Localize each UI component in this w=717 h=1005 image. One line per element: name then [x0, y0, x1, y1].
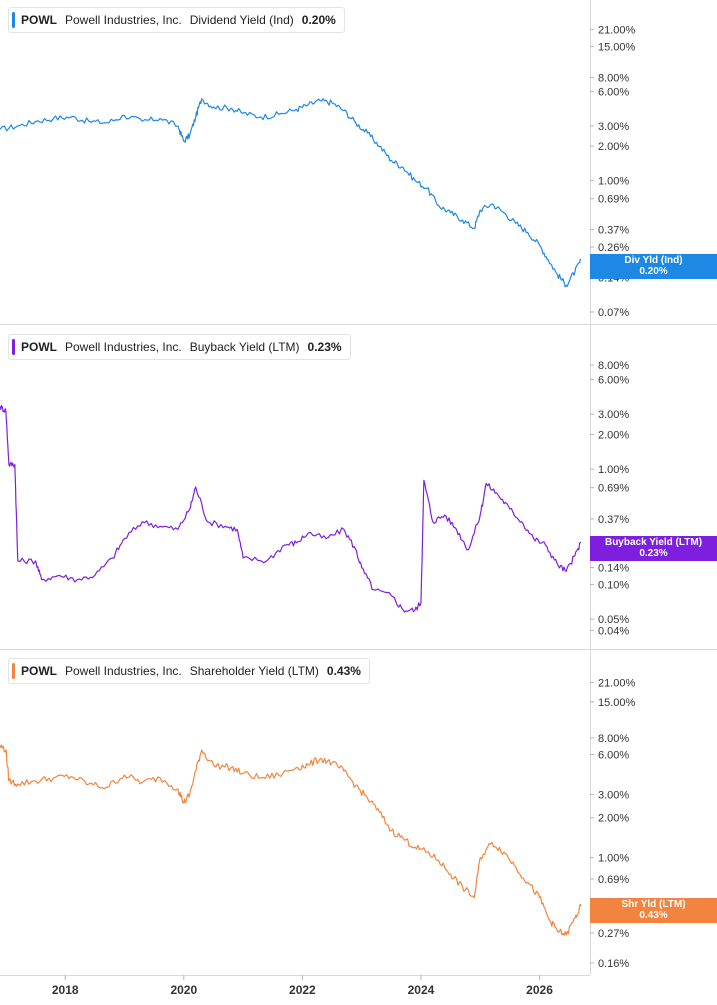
current-value-tag-shareholder: Shr Yld (LTM) 0.43%	[590, 898, 717, 923]
y-tick-label: 0.16%	[598, 958, 629, 970]
y-tick-label: 2.00%	[598, 429, 629, 441]
y-tick-label: 0.07%	[598, 307, 629, 319]
y-tick-label: 6.00%	[598, 750, 629, 762]
legend-metric: Shareholder Yield (LTM)	[189, 664, 319, 678]
y-tick-label: 1.00%	[598, 853, 629, 865]
y-tick-label: 6.00%	[598, 374, 629, 386]
y-tick-label: 1.00%	[598, 464, 629, 476]
y-tick-label: 21.00%	[598, 678, 636, 690]
tag-label: Buyback Yield (LTM)	[604, 537, 703, 548]
tag-value: 0.20%	[639, 266, 668, 277]
legend-value: 0.43%	[326, 664, 361, 678]
legend-color-bar	[12, 12, 15, 28]
y-tick-label: 0.10%	[598, 579, 629, 591]
series-line	[0, 405, 582, 613]
legend-metric: Buyback Yield (LTM)	[189, 340, 300, 354]
legend-metric: Dividend Yield (Ind)	[189, 13, 294, 27]
y-tick-label: 15.00%	[598, 697, 636, 709]
legend-ticker: POWL	[21, 13, 57, 27]
series-line	[0, 744, 582, 936]
tag-label: Shr Yld (LTM)	[621, 899, 686, 910]
legend-buyback-yield: POWL Powell Industries, Inc. Buyback Yie…	[8, 334, 351, 360]
legend-color-bar	[12, 339, 15, 355]
x-tick-label: 2024	[408, 983, 435, 997]
y-tick-label: 3.00%	[598, 121, 629, 133]
y-tick-label: 2.00%	[598, 813, 629, 825]
legend-ticker: POWL	[21, 340, 57, 354]
y-tick-label: 8.00%	[598, 360, 629, 372]
tag-value: 0.43%	[639, 910, 668, 921]
tag-label: Div Yld (Ind)	[624, 255, 683, 266]
tag-value: 0.23%	[639, 548, 668, 559]
current-value-tag-buyback: Buyback Yield (LTM) 0.23%	[590, 536, 717, 561]
x-tick-label: 2020	[170, 983, 197, 997]
y-tick-label: 2.00%	[598, 141, 629, 153]
legend-company: Powell Industries, Inc.	[65, 13, 182, 27]
legend-value: 0.23%	[307, 340, 342, 354]
y-tick-label: 0.26%	[598, 242, 629, 254]
y-tick-label: 0.69%	[598, 874, 629, 886]
y-tick-label: 8.00%	[598, 733, 629, 745]
legend-value: 0.20%	[301, 13, 336, 27]
y-tick-label: 0.37%	[598, 225, 629, 237]
legend-ticker: POWL	[21, 664, 57, 678]
y-tick-label: 1.00%	[598, 175, 629, 187]
legend-company: Powell Industries, Inc.	[65, 340, 182, 354]
legend-shareholder-yield: POWL Powell Industries, Inc. Shareholder…	[8, 658, 370, 684]
legend-company: Powell Industries, Inc.	[65, 664, 182, 678]
y-tick-label: 8.00%	[598, 72, 629, 84]
y-tick-label: 15.00%	[598, 41, 636, 53]
current-value-tag-dividend: Div Yld (Ind) 0.20%	[590, 254, 717, 279]
y-tick-label: 0.69%	[598, 483, 629, 495]
x-tick-label: 2026	[526, 983, 553, 997]
legend-color-bar	[12, 663, 15, 679]
series-line	[0, 98, 582, 288]
y-tick-label: 3.00%	[598, 789, 629, 801]
y-tick-label: 0.37%	[598, 514, 629, 526]
y-tick-label: 21.00%	[598, 25, 636, 37]
y-tick-label: 0.14%	[598, 563, 629, 575]
y-tick-label: 3.00%	[598, 409, 629, 421]
y-tick-label: 0.05%	[598, 614, 629, 626]
y-tick-label: 6.00%	[598, 87, 629, 99]
y-tick-label: 0.69%	[598, 194, 629, 206]
legend-dividend-yield: POWL Powell Industries, Inc. Dividend Yi…	[8, 7, 345, 33]
y-tick-label: 0.27%	[598, 928, 629, 940]
x-tick-label: 2018	[52, 983, 79, 997]
y-tick-label: 0.04%	[598, 625, 629, 637]
x-tick-label: 2022	[289, 983, 316, 997]
